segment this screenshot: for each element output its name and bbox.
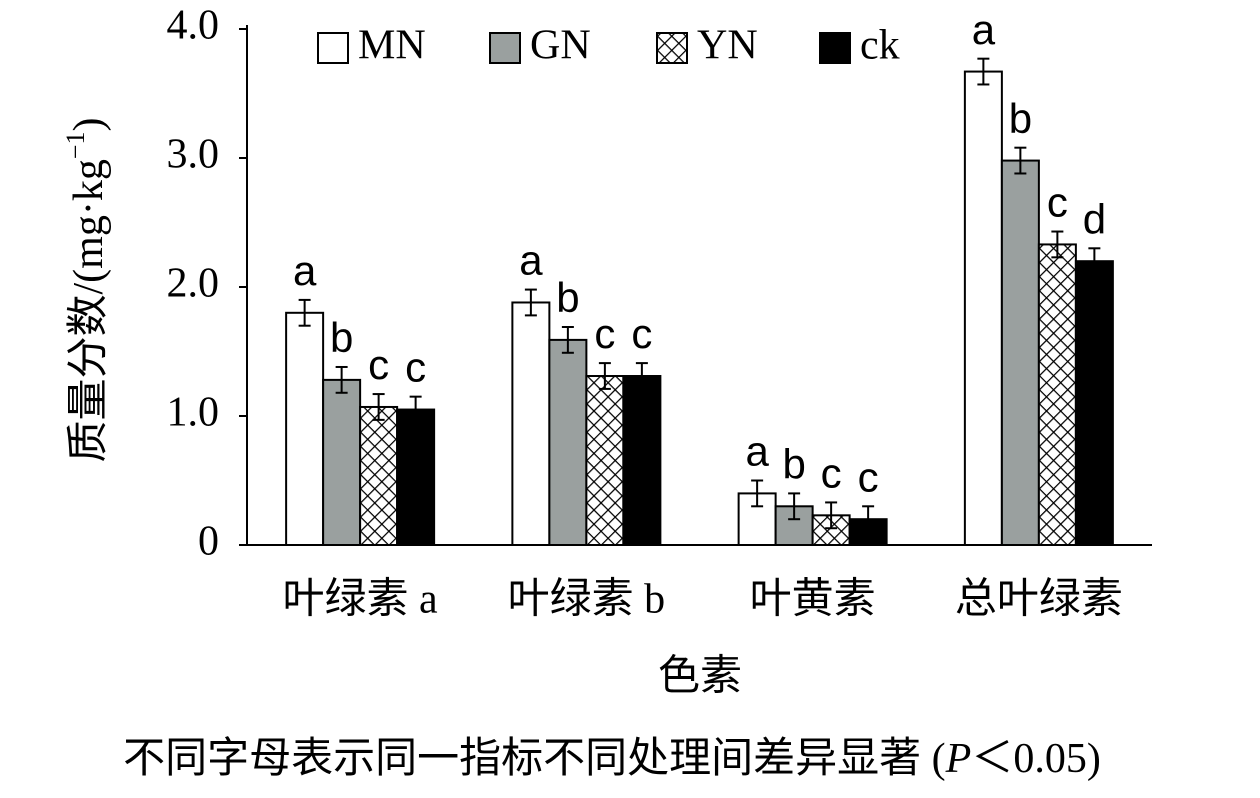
legend-swatch [819,32,851,64]
significance-letter: b [782,440,805,487]
y-tick-label: 3.0 [167,132,220,178]
bar [1074,260,1114,546]
significance-letter: b [556,274,579,321]
bar [585,375,625,547]
y-label-end: ) [66,118,112,132]
legend-swatch [656,32,688,64]
x-tick-label: 叶绿素 b [508,577,666,623]
bar [622,375,662,547]
note-end: ＜0.05) [971,736,1101,782]
significance-letter: c [631,310,652,357]
legend-label: ck [860,23,900,69]
y-tick-label: 1.0 [167,390,220,436]
significance-letter: a [293,247,317,294]
legend-label: YN [697,23,758,69]
x-axis-label: 色素 [658,654,742,700]
y-axis-label: 质量分数/(mg·kg−1) [61,118,112,463]
significance-letter: a [972,6,996,53]
y-label-main: 质量分数/(mg·kg [66,159,112,462]
y-tick-label: 2.0 [167,261,220,307]
legend-label: GN [530,23,591,69]
bar [548,338,588,547]
note-main: 不同字母表示同一指标不同处理间差异显著 ( [123,735,946,782]
note: 不同字母表示同一指标不同处理间差异显著 (P＜0.05) [123,735,1101,782]
bar [963,70,1003,546]
bar [285,311,325,546]
significance-letter: a [745,428,769,475]
significance-letter: a [519,237,543,284]
bar [396,408,436,546]
significance-letter: c [821,450,842,497]
x-tick-label: 叶黄素 [750,577,876,623]
legend-label: MN [358,23,426,69]
significance-letter: c [405,344,426,391]
significance-letter: b [1009,95,1032,142]
significance-letter: c [368,341,389,388]
bar [322,378,362,546]
bar [511,301,551,547]
x-tick-label: 叶绿素 a [283,577,439,623]
legend-swatch [317,32,349,64]
bar [1037,243,1077,546]
significance-letter: b [330,314,353,361]
bar [359,405,399,546]
y-label-sup: −1 [61,132,90,160]
significance-letter: c [594,310,615,357]
significance-letter: c [858,453,879,500]
y-tick-label: 0 [198,519,219,565]
x-tick-label: 总叶绿素 [955,577,1123,623]
note-italic: P [945,736,972,782]
legend-swatch [489,32,521,64]
bar [1000,159,1040,547]
y-tick-label: 4.0 [167,3,220,49]
significance-letter: c [1047,179,1068,226]
significance-letter: d [1083,195,1106,242]
